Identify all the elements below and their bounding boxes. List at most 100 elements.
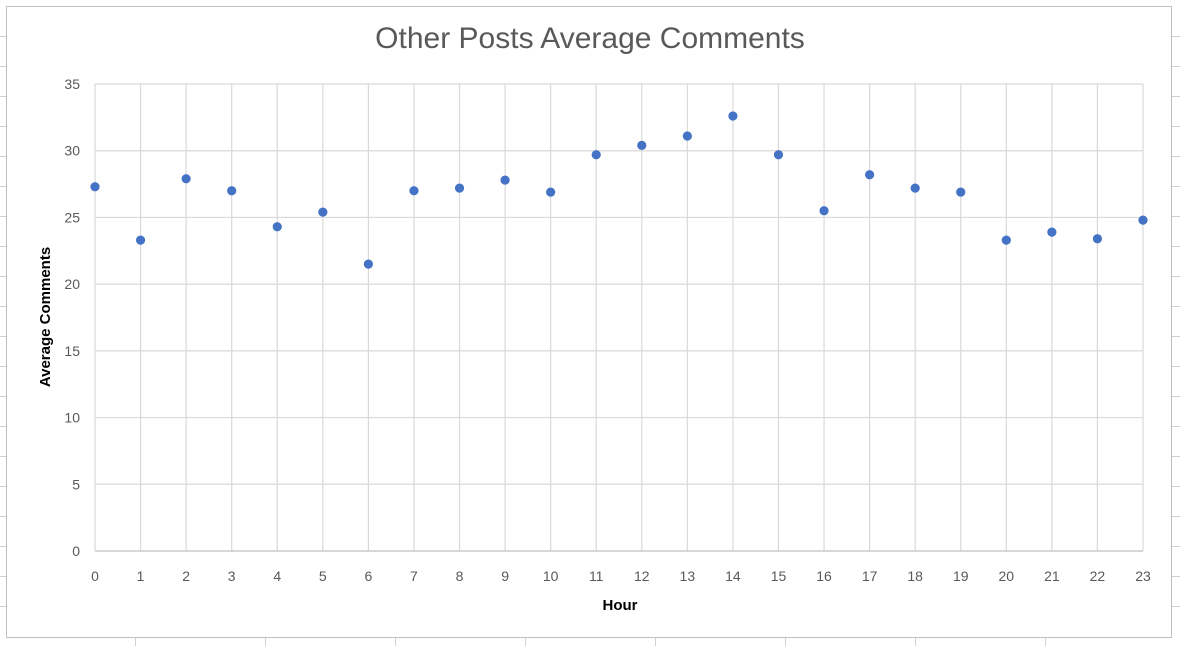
x-tick-label: 20 xyxy=(999,568,1015,584)
sheet-gridline xyxy=(0,546,6,547)
x-tick-label: 8 xyxy=(456,568,464,584)
sheet-gridline xyxy=(1172,576,1180,577)
sheet-gridline xyxy=(0,306,6,307)
chart-title: Other Posts Average Comments xyxy=(375,22,805,55)
x-tick-label: 4 xyxy=(273,568,281,584)
y-tick-label: 15 xyxy=(64,343,80,359)
sheet-gridline xyxy=(1172,36,1180,37)
x-tick-label: 3 xyxy=(228,568,236,584)
sheet-gridline xyxy=(1172,276,1180,277)
sheet-gridline xyxy=(525,638,526,646)
data-point xyxy=(318,207,328,217)
sheet-gridline xyxy=(0,66,6,67)
x-tick-label: 17 xyxy=(862,568,878,584)
sheet-gridline xyxy=(1172,216,1180,217)
data-point xyxy=(363,259,373,269)
sheet-gridline xyxy=(1172,96,1180,97)
sheet-gridline xyxy=(265,638,266,646)
x-tick-label: 11 xyxy=(589,568,604,584)
data-point xyxy=(90,182,100,192)
y-tick-label: 0 xyxy=(72,543,80,559)
x-tick-label: 0 xyxy=(91,568,99,584)
x-tick-label: 19 xyxy=(953,568,969,584)
data-point xyxy=(1092,234,1103,244)
x-tick-label: 10 xyxy=(543,568,559,584)
x-tick-label: 7 xyxy=(410,568,418,584)
sheet-gridline xyxy=(1172,366,1180,367)
sheet-gridline xyxy=(0,576,6,577)
x-tick-label: 2 xyxy=(182,568,190,584)
sheet-gridline xyxy=(655,638,656,646)
data-point xyxy=(819,206,829,216)
data-point xyxy=(865,170,875,180)
x-axis-title: Hour xyxy=(603,597,638,614)
data-point xyxy=(591,150,601,160)
data-point xyxy=(135,235,146,245)
sheet-gridline xyxy=(0,336,6,337)
x-tick-label: 13 xyxy=(680,568,696,584)
y-tick-label: 5 xyxy=(72,476,80,492)
sheet-gridline xyxy=(0,216,6,217)
sheet-gridline xyxy=(1045,638,1046,646)
y-tick-label: 35 xyxy=(64,76,80,92)
sheet-gridline xyxy=(0,516,6,517)
sheet-gridline xyxy=(395,638,396,646)
x-tick-label: 22 xyxy=(1090,568,1106,584)
y-tick-label: 25 xyxy=(64,209,80,225)
sheet-gridline xyxy=(1172,336,1180,337)
sheet-gridline xyxy=(1172,516,1180,517)
sheet-gridline xyxy=(1172,156,1180,157)
y-tick-label: 30 xyxy=(64,143,80,159)
sheet-gridline xyxy=(0,456,6,457)
sheet-gridline xyxy=(0,126,6,127)
data-point xyxy=(1138,215,1148,225)
sheet-gridline xyxy=(1172,66,1180,67)
x-tick-label: 5 xyxy=(319,568,327,584)
sheet-gridline xyxy=(1172,306,1180,307)
sheet-gridline xyxy=(0,426,6,427)
gridlines xyxy=(95,83,1144,551)
x-tick-label: 12 xyxy=(634,568,650,584)
data-point xyxy=(454,183,465,193)
data-point xyxy=(181,174,191,184)
data-point xyxy=(500,175,510,185)
sheet-gridline xyxy=(1172,186,1180,187)
sheet-gridline xyxy=(785,638,786,646)
sheet-gridline xyxy=(0,246,6,247)
x-tick-labels: 0 1 2 3 4 5 6 7 8 9 10 11 12 13 14 15 16 17 18 19 20 21 22 23 xyxy=(91,568,1151,584)
sheet-gridline xyxy=(1172,246,1180,247)
data-point xyxy=(409,186,419,196)
x-tick-label: 9 xyxy=(501,568,509,584)
sheet-gridline xyxy=(1172,546,1180,547)
data-point xyxy=(1001,235,1011,245)
sheet-gridline xyxy=(0,96,6,97)
chart-area[interactable] xyxy=(6,6,1172,638)
data-point xyxy=(682,131,692,141)
data-point xyxy=(728,111,738,121)
sheet-gridline xyxy=(915,638,916,646)
data-point xyxy=(773,150,784,160)
x-tick-label: 16 xyxy=(816,568,832,584)
x-tick-label: 14 xyxy=(725,568,741,584)
data-point xyxy=(1047,227,1057,237)
data-point xyxy=(227,186,237,196)
sheet-gridline xyxy=(0,486,6,487)
x-tick-label: 6 xyxy=(364,568,372,584)
sheet-gridline xyxy=(0,396,6,397)
x-tick-label: 1 xyxy=(137,568,145,584)
data-points xyxy=(90,111,1148,269)
data-point xyxy=(910,183,920,193)
x-tick-label: 18 xyxy=(907,568,923,584)
sheet-gridline xyxy=(1172,486,1180,487)
sheet-gridline xyxy=(0,156,6,157)
sheet-gridline xyxy=(0,366,6,367)
data-point xyxy=(637,140,647,150)
sheet-gridline xyxy=(0,36,6,37)
x-tick-label: 23 xyxy=(1135,568,1151,584)
y-tick-label: 10 xyxy=(64,410,80,426)
sheet-gridline xyxy=(135,638,136,646)
sheet-gridline xyxy=(0,186,6,187)
sheet-gridline xyxy=(1172,126,1180,127)
